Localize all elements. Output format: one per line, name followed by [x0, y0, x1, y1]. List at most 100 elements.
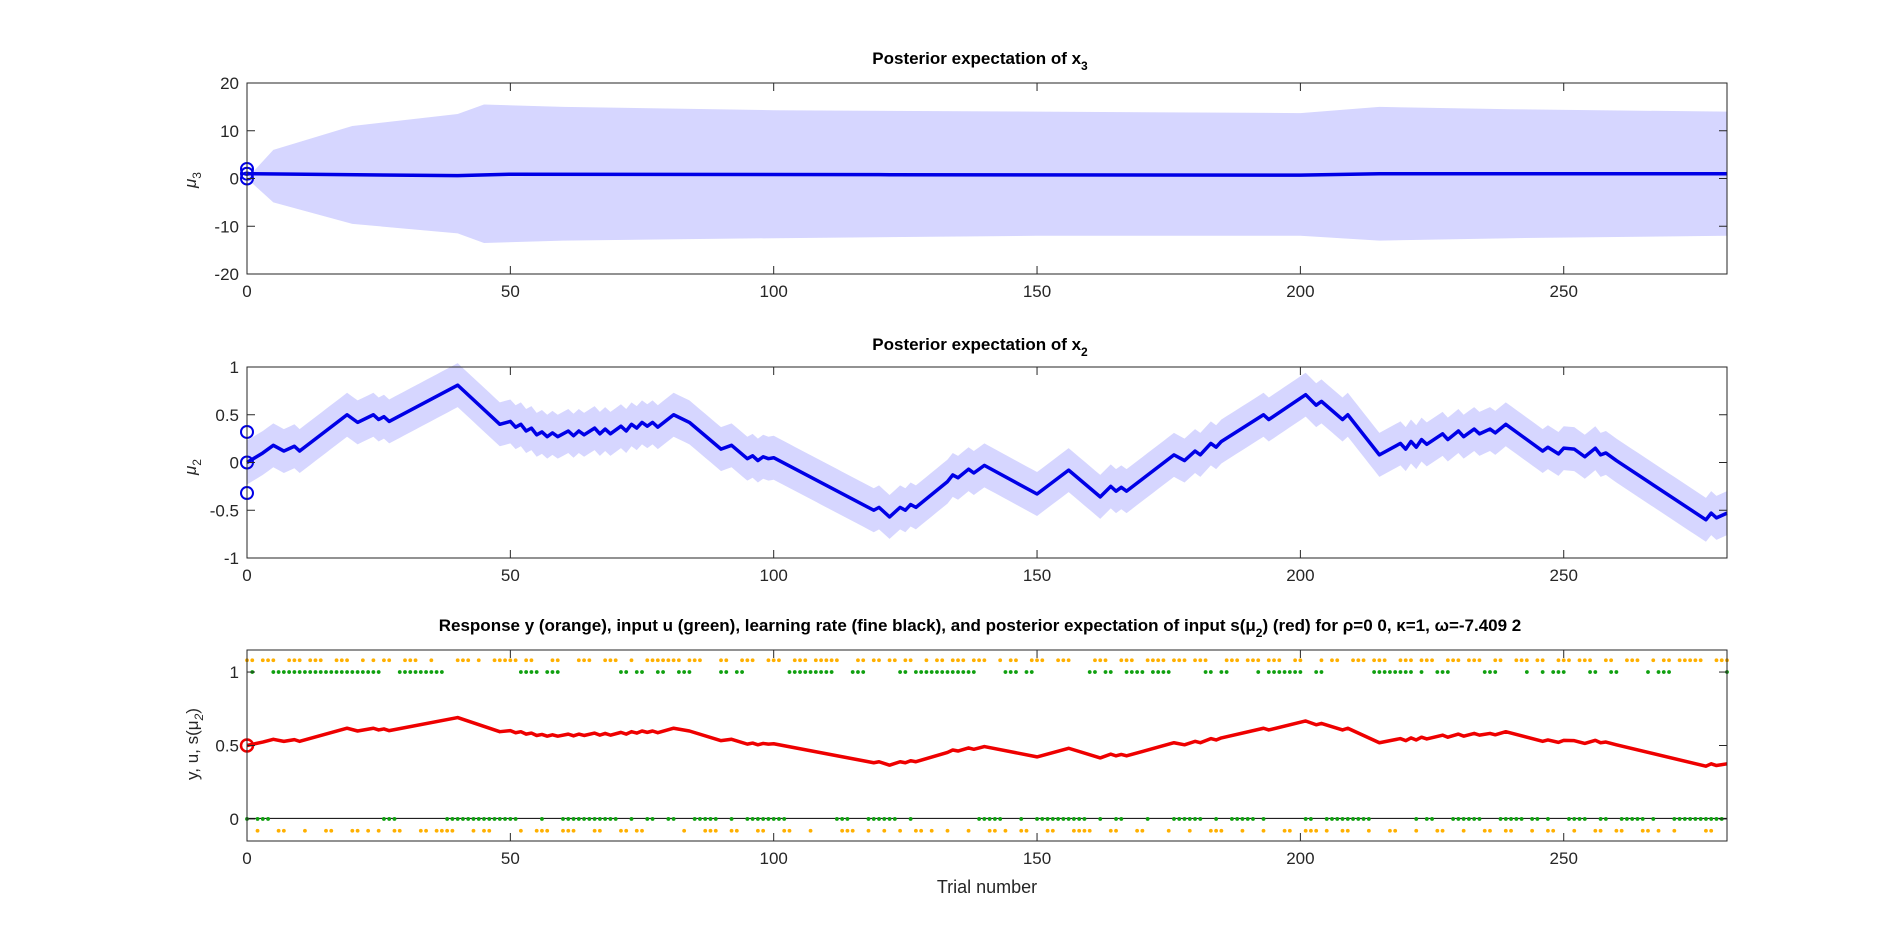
responses-ytick-label: 0	[230, 810, 239, 829]
response-point	[1546, 828, 1550, 833]
response-point	[1198, 658, 1203, 663]
response-point	[1646, 828, 1650, 833]
response-point	[971, 658, 976, 663]
input-point	[545, 670, 550, 674]
response-point	[397, 828, 402, 833]
input-point	[350, 670, 355, 674]
response-point	[582, 658, 586, 663]
response-point	[1582, 658, 1587, 663]
response-point	[324, 828, 328, 833]
input-point	[455, 817, 460, 821]
response-point	[550, 658, 555, 663]
response-point	[1335, 658, 1340, 663]
response-point	[850, 828, 855, 833]
input-point	[255, 817, 260, 821]
mu2-ytick-label: -1	[224, 549, 239, 568]
mu2-ytick-label: -0.5	[210, 501, 239, 520]
input-point	[808, 670, 813, 674]
response-point	[977, 658, 981, 663]
response-point	[1251, 658, 1255, 663]
response-point	[1456, 658, 1461, 663]
input-point	[382, 817, 386, 821]
response-point	[1530, 828, 1535, 833]
response-point	[271, 658, 276, 663]
input-point	[1029, 670, 1034, 674]
input-point	[1266, 670, 1271, 674]
response-point	[313, 658, 318, 663]
input-point	[1693, 817, 1698, 821]
response-point	[339, 658, 344, 663]
response-point	[266, 658, 270, 663]
responses-xtick-label: 100	[760, 849, 788, 868]
response-point	[924, 658, 929, 663]
response-point	[624, 828, 629, 833]
response-point	[518, 828, 523, 833]
response-point	[418, 828, 423, 833]
response-point	[1609, 658, 1614, 663]
input-point	[1551, 670, 1556, 674]
input-point	[1488, 670, 1492, 674]
input-point	[1214, 817, 1219, 821]
input-point	[692, 817, 697, 821]
input-point	[655, 670, 660, 674]
input-point	[339, 670, 344, 674]
input-point	[1493, 670, 1498, 674]
input-point	[1588, 670, 1592, 674]
input-point	[1445, 670, 1450, 674]
input-point	[792, 670, 797, 674]
input-point	[771, 817, 776, 821]
input-point	[819, 670, 823, 674]
panel-responses-plot-area: 0 50 100 150 200 250 1 0.5 0	[215, 649, 1729, 868]
input-point	[418, 670, 423, 674]
response-point	[1024, 828, 1029, 833]
panel-responses-xlabel: Trial number	[937, 877, 1037, 897]
response-point	[1240, 828, 1245, 833]
response-point	[1072, 828, 1076, 833]
input-point	[1656, 670, 1661, 674]
response-point	[1066, 658, 1071, 663]
response-point	[1272, 658, 1276, 663]
input-point	[1619, 817, 1624, 821]
response-point	[1356, 658, 1361, 663]
response-point	[1008, 658, 1013, 663]
input-point	[961, 670, 966, 674]
input-point	[798, 670, 802, 674]
response-point	[782, 828, 787, 833]
input-point	[1440, 670, 1445, 674]
response-point	[1261, 828, 1266, 833]
response-point	[824, 658, 829, 663]
response-point	[1719, 658, 1724, 663]
response-point	[1177, 658, 1182, 663]
input-point	[1582, 817, 1587, 821]
input-point	[1245, 817, 1250, 821]
response-point	[1461, 828, 1466, 833]
input-point	[1714, 817, 1719, 821]
response-point	[1277, 658, 1282, 663]
input-point	[497, 817, 502, 821]
panel-mu3-ylabel: μ3	[181, 172, 204, 189]
response-point	[703, 828, 708, 833]
response-point	[318, 658, 323, 663]
input-point	[903, 670, 908, 674]
response-point	[1345, 828, 1350, 833]
input-point	[971, 670, 976, 674]
input-point	[661, 670, 665, 674]
response-point	[576, 658, 581, 663]
response-point	[329, 828, 334, 833]
response-point	[476, 658, 481, 663]
input-point	[424, 670, 428, 674]
response-point	[1424, 658, 1429, 663]
response-point	[308, 658, 313, 663]
input-point	[1087, 670, 1092, 674]
input-point	[1398, 670, 1403, 674]
input-point	[777, 817, 781, 821]
response-point	[392, 828, 397, 833]
input-point	[603, 817, 608, 821]
input-point	[1324, 817, 1329, 821]
response-point	[1693, 658, 1698, 663]
input-point	[1093, 670, 1097, 674]
input-point	[281, 670, 286, 674]
input-point	[540, 817, 544, 821]
input-point	[640, 670, 644, 674]
input-point	[324, 670, 328, 674]
